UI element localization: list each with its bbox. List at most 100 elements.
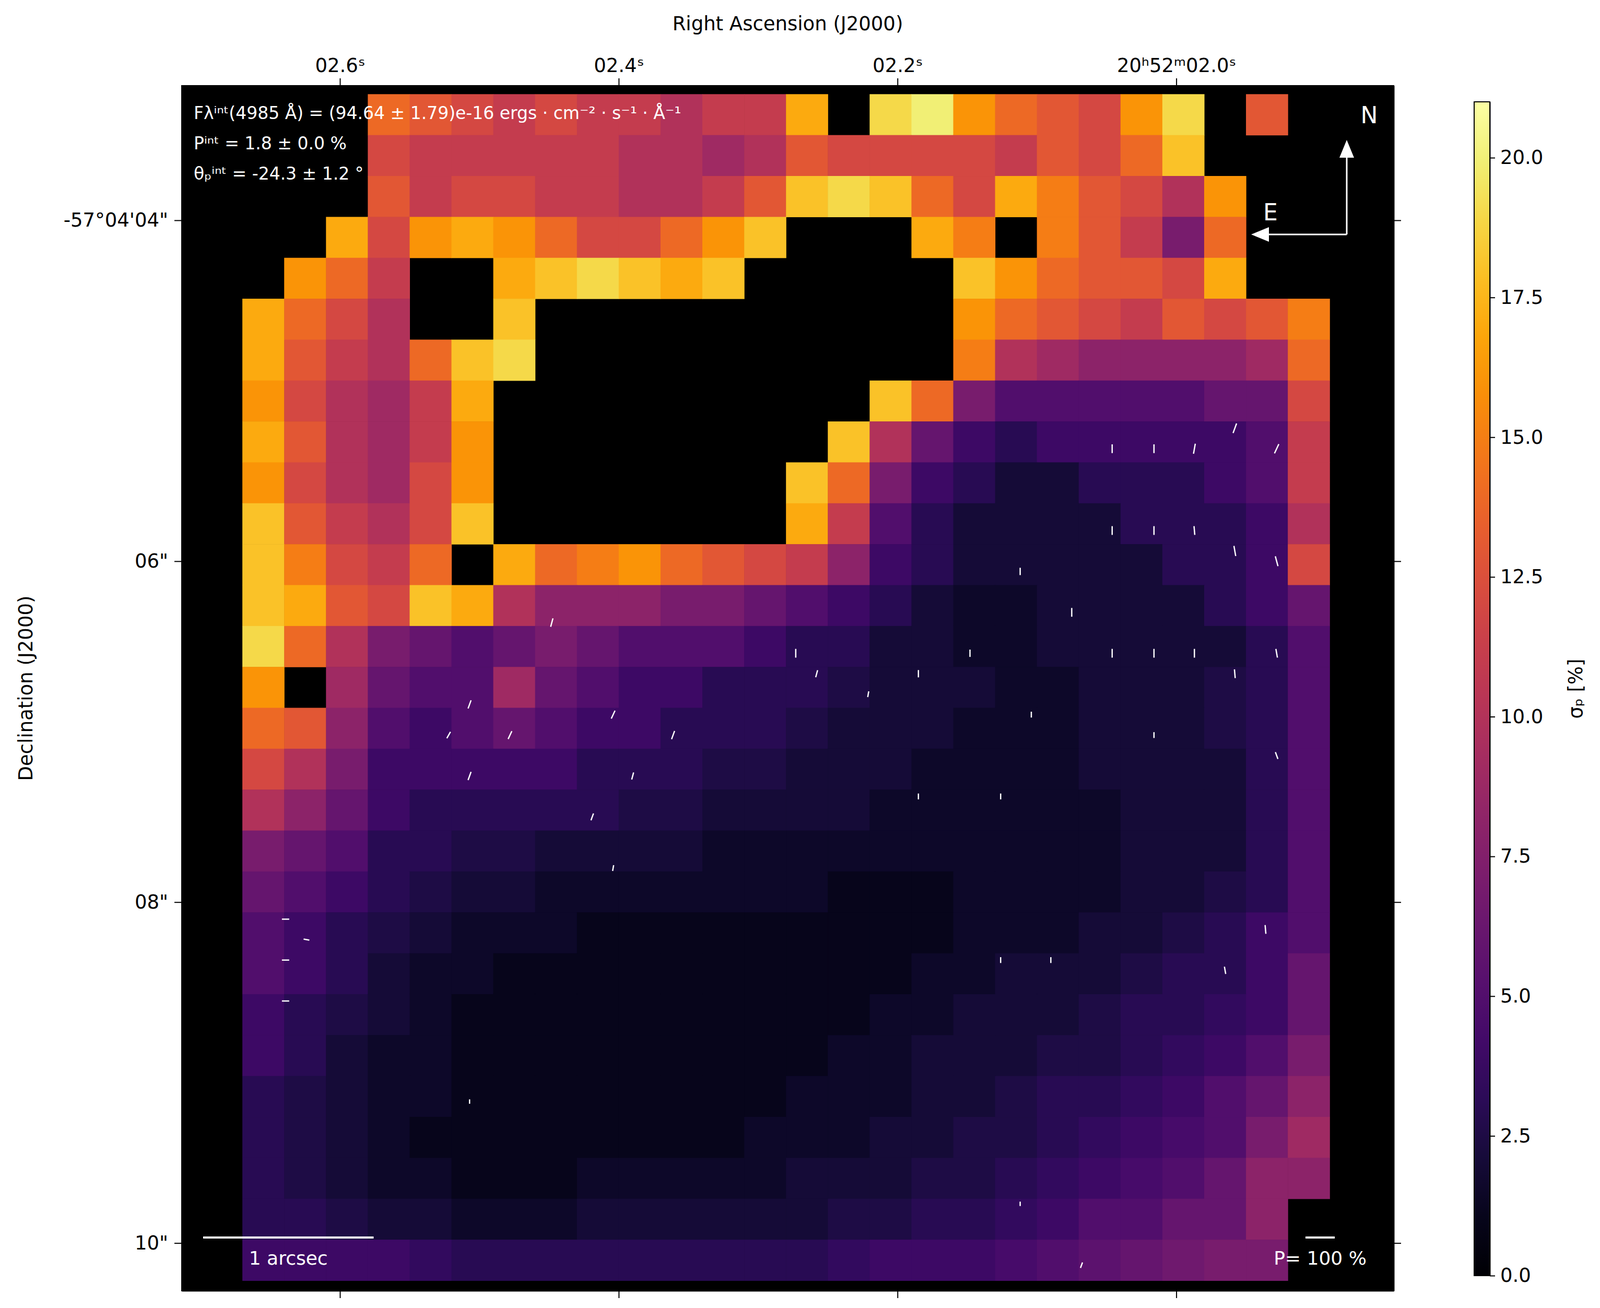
heatmap-cell <box>1245 1198 1289 1241</box>
polarization-vector <box>1111 649 1114 658</box>
tick-mark <box>1175 1290 1178 1299</box>
heatmap-cell <box>869 544 912 586</box>
heatmap-cell <box>1245 666 1289 709</box>
heatmap-cell <box>451 953 494 995</box>
heatmap-cell <box>785 1034 829 1077</box>
heatmap-cell <box>1037 175 1080 218</box>
polarization-vector <box>1275 556 1278 567</box>
tick-mark <box>897 78 899 86</box>
heatmap-cell <box>284 953 327 995</box>
heatmap-cell <box>1037 421 1080 463</box>
heatmap-cell <box>785 135 829 177</box>
tick-mark <box>174 560 182 562</box>
heatmap-cell <box>827 1157 870 1199</box>
polarization-vector <box>1193 443 1196 454</box>
heatmap-cell <box>1287 584 1331 627</box>
heatmap-cell <box>409 626 452 668</box>
heatmap-cell <box>493 748 536 791</box>
heatmap-cell <box>1078 789 1122 831</box>
heatmap-cell <box>827 1198 870 1241</box>
heatmap-cell <box>1204 871 1247 913</box>
heatmap-cell <box>702 994 745 1036</box>
heatmap-cell <box>953 135 996 177</box>
polarization-vector <box>281 959 290 961</box>
heatmap-cell <box>953 953 996 995</box>
heatmap-cell <box>785 748 829 791</box>
heatmap-cell <box>535 175 578 218</box>
heatmap-cell <box>242 666 285 709</box>
heatmap-cell <box>493 830 536 873</box>
heatmap-cell <box>911 1157 954 1199</box>
heatmap-cell <box>367 584 410 627</box>
heatmap-cell <box>409 1034 452 1077</box>
polarization-vector <box>1275 751 1278 759</box>
heatmap-cell <box>785 93 829 136</box>
heatmap-cell <box>911 789 954 831</box>
heatmap-cell <box>325 584 369 627</box>
heatmap-cell <box>1120 1116 1163 1159</box>
polarization-vector <box>468 1099 471 1104</box>
tick-mark <box>1489 576 1496 578</box>
heatmap-cell <box>1162 830 1205 873</box>
heatmap-cell <box>493 175 536 218</box>
heatmap-cell <box>827 1239 870 1281</box>
heatmap-cell <box>1204 462 1247 504</box>
polarization-vector <box>446 732 451 739</box>
heatmap-cell <box>367 462 410 504</box>
heatmap-cell <box>1120 216 1163 258</box>
heatmap-cell <box>911 380 954 422</box>
heatmap-cell <box>702 93 745 136</box>
heatmap-cell <box>702 544 745 586</box>
heatmap-cell <box>660 216 703 258</box>
heatmap-cell <box>660 994 703 1036</box>
heatmap-cell <box>1204 503 1247 545</box>
heatmap-cell <box>367 708 410 750</box>
heatmap-cell <box>702 1198 745 1241</box>
heatmap-cell <box>1162 912 1205 954</box>
heatmap-cell <box>242 789 285 831</box>
heatmap-cell <box>1120 953 1163 995</box>
polarization-vector <box>1275 649 1278 658</box>
heatmap-cell <box>577 953 620 995</box>
heatmap-cell <box>451 626 494 668</box>
heatmap-cell <box>953 175 996 218</box>
heatmap-cell <box>1162 135 1205 177</box>
heatmap-cell <box>995 1034 1038 1077</box>
heatmap-cell <box>995 1157 1038 1199</box>
heatmap-cell <box>284 339 327 381</box>
heatmap-cell <box>242 708 285 750</box>
polarization-vector <box>1019 567 1021 575</box>
heatmap-cell <box>744 953 787 995</box>
heatmap-cell <box>869 830 912 873</box>
heatmap-cell <box>1162 666 1205 709</box>
heatmap-cell <box>1245 953 1289 995</box>
heatmap-cell <box>1204 666 1247 709</box>
heatmap-cell <box>702 1157 745 1199</box>
heatmap-cell <box>744 1198 787 1241</box>
heatmap-cell <box>284 257 327 300</box>
heatmap-cell <box>493 1034 536 1077</box>
vector-scale-bar <box>1305 1236 1335 1239</box>
polarization-vector <box>1193 649 1196 658</box>
heatmap-cell <box>451 1116 494 1159</box>
heatmap-cell <box>660 748 703 791</box>
tick-label: 17.5 <box>1500 286 1544 309</box>
tick-mark <box>1489 716 1496 718</box>
heatmap-cell <box>1204 1239 1247 1281</box>
heatmap-cell <box>242 1198 285 1241</box>
tick: -57°04'04" <box>63 208 182 232</box>
tick: 06" <box>134 549 182 573</box>
compass-north-head <box>1339 139 1355 158</box>
heatmap-cell <box>953 503 996 545</box>
heatmap-cell <box>451 994 494 1036</box>
heatmap-cell <box>1162 503 1205 545</box>
heatmap-cell <box>409 135 452 177</box>
heatmap-cell <box>702 789 745 831</box>
heatmap-cell <box>325 1116 369 1159</box>
heatmap-cell <box>493 298 536 340</box>
heatmap-cell <box>702 1076 745 1118</box>
heatmap-cell <box>618 748 662 791</box>
tick-mark <box>1393 560 1402 562</box>
heatmap-cell <box>451 584 494 627</box>
heatmap-cell <box>1037 789 1080 831</box>
